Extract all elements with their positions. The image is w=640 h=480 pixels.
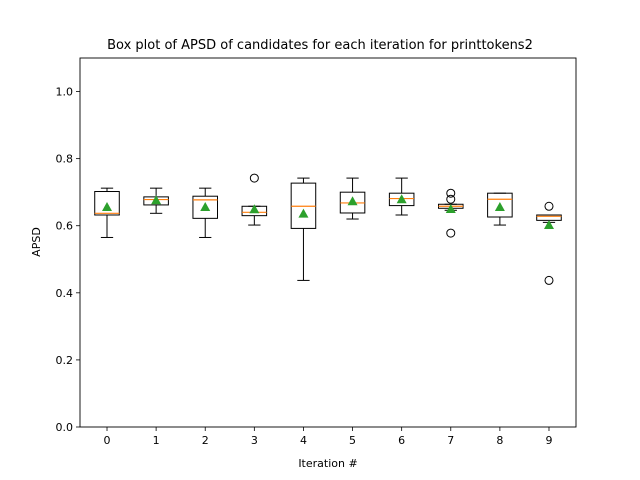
mean-marker	[249, 204, 260, 214]
mean-marker	[151, 195, 162, 205]
mean-marker	[347, 196, 358, 206]
box-group	[192, 187, 219, 238]
plot-area	[79, 57, 577, 428]
x-tick-label: 0	[104, 434, 111, 447]
x-tick-label: 2	[202, 434, 209, 447]
y-axis: 0.0 0.2 0.4 0.6 0.8 1.0	[56, 86, 80, 434]
box-group	[339, 177, 366, 220]
box-group	[487, 192, 513, 226]
y-tick-label: 1.0	[56, 86, 74, 99]
box-group	[290, 177, 317, 281]
outlier-point	[544, 201, 554, 211]
box-iqr	[487, 192, 513, 218]
mean-marker	[200, 201, 211, 211]
box-group	[241, 173, 268, 226]
mean-marker	[396, 194, 407, 204]
x-tick-label: 7	[447, 434, 454, 447]
mean-marker	[494, 201, 505, 211]
chart-title: Box plot of APSD of candidates for each …	[107, 38, 533, 53]
y-tick-label: 0.2	[56, 354, 74, 367]
x-tick-label: 3	[251, 434, 258, 447]
box-iqr	[192, 195, 219, 219]
mean-marker	[102, 201, 113, 211]
mean-marker	[445, 203, 456, 213]
box-group	[388, 177, 415, 216]
x-tick-label: 4	[300, 434, 307, 447]
box-group	[143, 187, 169, 214]
box-iqr	[94, 191, 120, 216]
x-tick-label: 5	[349, 434, 356, 447]
box-group	[536, 201, 562, 285]
x-tick-label: 8	[496, 434, 503, 447]
x-tick-label: 9	[545, 434, 552, 447]
box-iqr	[388, 192, 415, 207]
outlier-point	[544, 275, 554, 285]
x-tick-label: 6	[398, 434, 405, 447]
outlier-point	[446, 188, 456, 198]
x-axis: 0 1 2 3 4 5 6 7 8 9	[104, 427, 552, 447]
outlier-point	[446, 194, 456, 204]
outlier-point	[249, 173, 259, 183]
x-axis-label: Iteration #	[298, 457, 357, 470]
x-tick-label: 1	[153, 434, 160, 447]
y-tick-label: 0.4	[56, 287, 74, 300]
box-group	[437, 188, 464, 238]
y-axis-label: APSD	[30, 227, 43, 257]
y-tick-label: 0.0	[56, 421, 74, 434]
y-tick-label: 0.8	[56, 153, 74, 166]
box-group	[94, 187, 120, 238]
outlier-point	[446, 228, 456, 238]
mean-marker	[543, 220, 554, 230]
y-tick-label: 0.6	[56, 220, 74, 233]
boxes-layer	[94, 173, 562, 285]
mean-marker	[298, 208, 309, 218]
